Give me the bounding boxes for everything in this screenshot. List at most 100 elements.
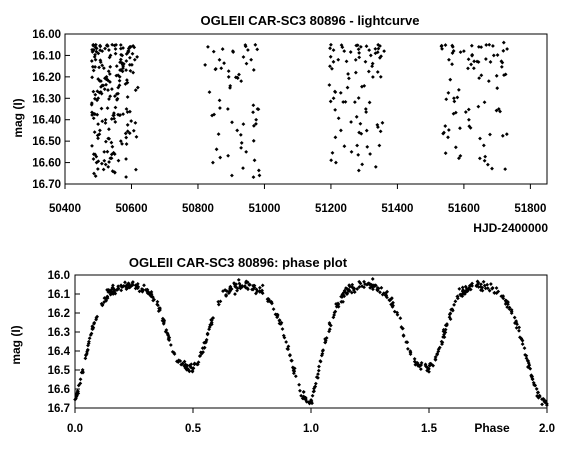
data-point — [111, 289, 116, 294]
data-point — [121, 46, 125, 50]
data-point — [130, 51, 135, 56]
data-point — [504, 132, 509, 137]
data-point — [140, 287, 144, 291]
data-point — [277, 318, 282, 322]
data-point — [476, 44, 481, 49]
x-tick-label: 50800 — [182, 203, 214, 215]
data-point — [93, 52, 97, 57]
data-point — [500, 60, 505, 65]
data-point — [342, 49, 347, 54]
data-point — [251, 123, 256, 128]
data-point — [366, 69, 371, 74]
data-point — [201, 350, 205, 354]
data-point — [218, 155, 223, 160]
data-point — [89, 101, 94, 106]
data-point — [126, 49, 131, 53]
data-point — [243, 284, 247, 288]
data-point — [207, 90, 212, 94]
data-point — [514, 325, 519, 330]
data-point — [417, 363, 422, 368]
data-point — [446, 90, 451, 95]
data-point — [112, 116, 117, 121]
data-point — [527, 363, 532, 368]
data-point — [440, 342, 444, 346]
data-point — [84, 352, 89, 356]
data-point — [142, 283, 146, 288]
data-point — [536, 390, 541, 395]
data-point — [112, 113, 116, 118]
data-point — [120, 142, 124, 146]
data-point — [125, 129, 130, 134]
data-point — [110, 87, 114, 91]
data-point — [515, 322, 519, 327]
data-point — [125, 110, 130, 114]
data-point — [105, 294, 110, 299]
data-point — [106, 78, 110, 83]
data-point — [95, 133, 100, 138]
data-point — [491, 44, 495, 48]
data-point — [114, 73, 119, 78]
data-point — [490, 286, 495, 291]
x-tick-label: 51800 — [514, 203, 546, 215]
data-point — [392, 309, 397, 314]
data-point — [333, 107, 338, 112]
data-point — [252, 158, 257, 163]
data-point — [316, 372, 320, 376]
data-point — [93, 42, 98, 47]
data-point — [203, 63, 208, 67]
data-point — [364, 128, 369, 133]
data-point — [439, 43, 444, 48]
data-point — [92, 54, 97, 59]
data-point — [124, 283, 129, 288]
data-point — [534, 387, 539, 391]
data-point — [127, 46, 131, 51]
data-point — [233, 292, 237, 296]
data-point — [95, 167, 100, 171]
data-point — [376, 286, 381, 291]
data-point — [333, 135, 338, 140]
data-point — [238, 284, 243, 289]
data-point — [116, 91, 120, 96]
data-point — [293, 374, 298, 379]
y-tick-label: 16.10 — [32, 50, 61, 62]
data-point — [124, 59, 129, 63]
data-point — [118, 57, 123, 62]
data-point — [121, 64, 126, 69]
data-point — [98, 90, 103, 94]
data-point — [503, 72, 508, 77]
data-point — [145, 290, 150, 294]
data-point — [157, 306, 161, 311]
data-point — [226, 69, 231, 74]
data-point — [125, 123, 130, 127]
data-point — [310, 393, 315, 398]
data-point — [260, 291, 265, 296]
data-point — [141, 288, 146, 292]
data-point — [450, 44, 455, 49]
data-point — [252, 283, 257, 288]
data-point — [320, 349, 325, 353]
data-point — [329, 158, 334, 163]
data-point — [103, 76, 107, 81]
data-point — [382, 49, 387, 54]
data-point — [266, 297, 271, 301]
data-point — [288, 353, 292, 357]
data-point — [522, 346, 527, 351]
data-point — [135, 85, 140, 90]
data-point — [251, 138, 256, 143]
data-point — [133, 88, 138, 93]
data-point — [124, 142, 129, 146]
data-point — [357, 285, 362, 289]
data-point — [189, 362, 194, 367]
data-point — [524, 353, 529, 358]
data-point — [226, 75, 231, 79]
data-point — [358, 281, 363, 286]
data-point — [108, 53, 113, 58]
data-point — [501, 40, 506, 45]
data-point — [433, 357, 438, 362]
data-point — [380, 292, 385, 297]
data-point — [368, 53, 373, 58]
data-point — [494, 108, 499, 113]
data-point — [96, 159, 101, 164]
data-point — [453, 110, 458, 115]
